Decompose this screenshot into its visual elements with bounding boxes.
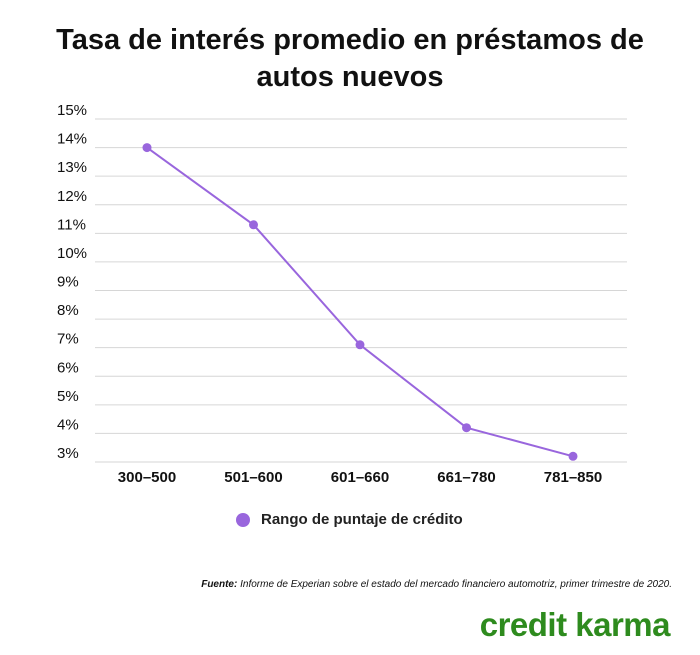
source-prefix: Fuente: xyxy=(201,579,238,590)
y-tick-label: 4% xyxy=(57,416,79,433)
legend-marker xyxy=(236,512,250,527)
y-tick-label: 3% xyxy=(57,445,79,462)
y-tick-label: 15% xyxy=(57,102,87,119)
data-point xyxy=(355,340,365,350)
x-tick-label: 300–500 xyxy=(118,469,176,486)
data-point xyxy=(568,451,578,461)
source-text: Informe de Experian sobre el estado del … xyxy=(237,579,672,590)
y-tick-label: 5% xyxy=(57,388,79,405)
y-tick-label: 12% xyxy=(57,188,87,205)
credit-karma-logo: credit karma xyxy=(479,606,671,643)
grid-lines xyxy=(95,118,627,463)
x-tick-label: 501–600 xyxy=(224,469,282,486)
chart-title: Tasa de interés promedio en préstamos de… xyxy=(56,24,644,93)
y-tick-label: 11% xyxy=(57,216,86,233)
y-tick-label: 13% xyxy=(57,159,87,176)
y-tick-label: 6% xyxy=(57,359,79,376)
y-tick-label: 7% xyxy=(57,331,79,348)
series-line xyxy=(146,146,574,458)
y-tick-label: 9% xyxy=(57,274,79,291)
x-tick-label: 781–850 xyxy=(544,469,602,486)
data-point xyxy=(249,220,258,230)
data-point xyxy=(142,143,152,153)
y-tick-label: 10% xyxy=(57,245,87,262)
y-axis-ticks: 3% 4% 5% 6% 7% 8% 9% 10% 11% 12% 13% 14% 15% xyxy=(57,102,87,462)
y-tick-label: 8% xyxy=(57,302,79,319)
y-tick-label: 14% xyxy=(57,131,87,148)
x-axis-ticks: 300–500 501–600 601–660 661–780 781–850 xyxy=(118,469,602,486)
legend-label: Rango de puntaje de crédito xyxy=(261,511,463,528)
legend: Rango de puntaje de crédito xyxy=(236,511,463,528)
line-chart: 3% 4% 5% 6% 7% 8% 9% 10% 11% 12% 13% 14% 15% 300–500… xyxy=(57,102,627,486)
data-point xyxy=(462,423,471,433)
data-points xyxy=(142,143,578,461)
source-note: Fuente: Informe de Experian sobre el est… xyxy=(201,579,672,590)
x-tick-label: 601–660 xyxy=(331,469,389,486)
x-tick-label: 661–780 xyxy=(437,469,495,486)
